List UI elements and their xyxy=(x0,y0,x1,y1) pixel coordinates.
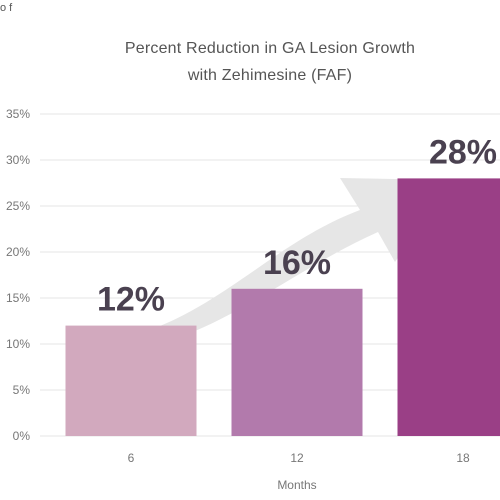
x-tick-label: 12 xyxy=(290,451,304,465)
x-tick-label: 18 xyxy=(456,451,470,465)
data-label: 16% xyxy=(263,244,331,282)
data-label: 28% xyxy=(429,133,497,171)
y-tick-label: 20% xyxy=(6,245,30,259)
corner-fragment-text: o f xyxy=(0,2,13,14)
y-tick-label: 5% xyxy=(13,383,31,397)
bar-12 xyxy=(231,288,363,436)
data-label: 12% xyxy=(97,281,165,319)
chart-title-line-2: with Zehimesine (FAF) xyxy=(187,67,353,84)
bar-18 xyxy=(397,178,500,436)
trend-arrow xyxy=(150,178,450,335)
bar-6 xyxy=(65,325,197,436)
y-tick-label: 15% xyxy=(6,291,30,305)
x-tick-label: 6 xyxy=(128,451,135,465)
y-tick-label: 0% xyxy=(13,429,31,443)
x-axis-label: Months xyxy=(277,478,316,492)
y-tick-label: 25% xyxy=(6,199,30,213)
trend-arrow-shape xyxy=(150,178,450,335)
y-tick-label: 10% xyxy=(6,337,30,351)
bars xyxy=(65,178,500,436)
y-tick-label: 30% xyxy=(6,153,30,167)
chart-title-line-1: Percent Reduction in GA Lesion Growth xyxy=(124,40,416,57)
y-tick-label: 35% xyxy=(6,107,30,121)
labels: 0% 5% 10% 15% 20% 25% 30% 35% 6 12 18 12% 16% 28% Mont… xyxy=(6,107,497,492)
